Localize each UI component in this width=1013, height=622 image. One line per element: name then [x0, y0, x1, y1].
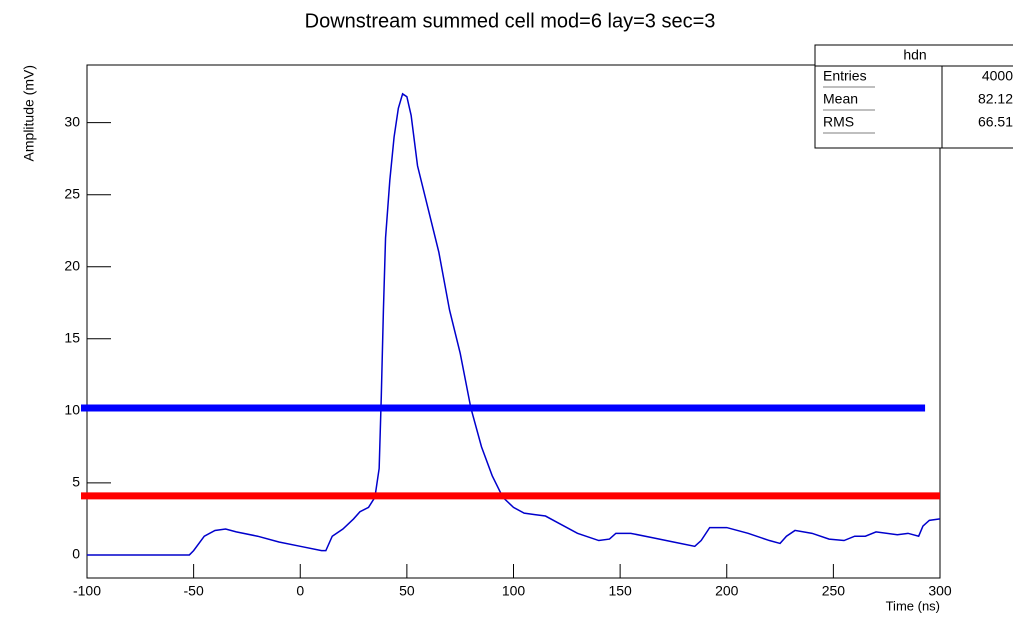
- waveform: [87, 92, 941, 556]
- stats-box: [814, 44, 1013, 149]
- stats-label: RMS: [823, 114, 854, 130]
- y-axis-label: Amplitude (mV): [21, 65, 37, 161]
- y-tick-label: 10: [64, 402, 80, 418]
- stats-value: 66.51: [978, 114, 1013, 130]
- stats-value: 4000: [982, 68, 1013, 84]
- x-tick-label: 300: [928, 583, 952, 599]
- stats-title: hdn: [903, 47, 926, 63]
- y-tick-label: 0: [72, 546, 80, 562]
- y-tick-label: 25: [64, 185, 80, 201]
- y-tick-label: 15: [64, 329, 80, 345]
- x-tick-label: 200: [715, 583, 739, 599]
- x-tick-label: 150: [608, 583, 632, 599]
- x-tick-label: -50: [184, 583, 204, 599]
- x-tick-label: -100: [73, 583, 101, 599]
- y-tick-label: 30: [64, 113, 80, 129]
- stats-value: 82.12: [978, 91, 1013, 107]
- x-tick-label: 0: [296, 583, 304, 599]
- x-tick-label: 50: [399, 583, 415, 599]
- y-tick-label: 20: [64, 257, 80, 273]
- chart-title: Downstream summed cell mod=6 lay=3 sec=3: [305, 10, 716, 32]
- x-axis-label: Time (ns): [886, 598, 940, 613]
- stats-label: Entries: [823, 68, 867, 84]
- stats-label: Mean: [823, 91, 858, 107]
- plot-frame: [86, 64, 941, 579]
- y-tick-label: 5: [72, 474, 80, 490]
- x-tick-label: 250: [822, 583, 846, 599]
- x-tick-label: 100: [502, 583, 526, 599]
